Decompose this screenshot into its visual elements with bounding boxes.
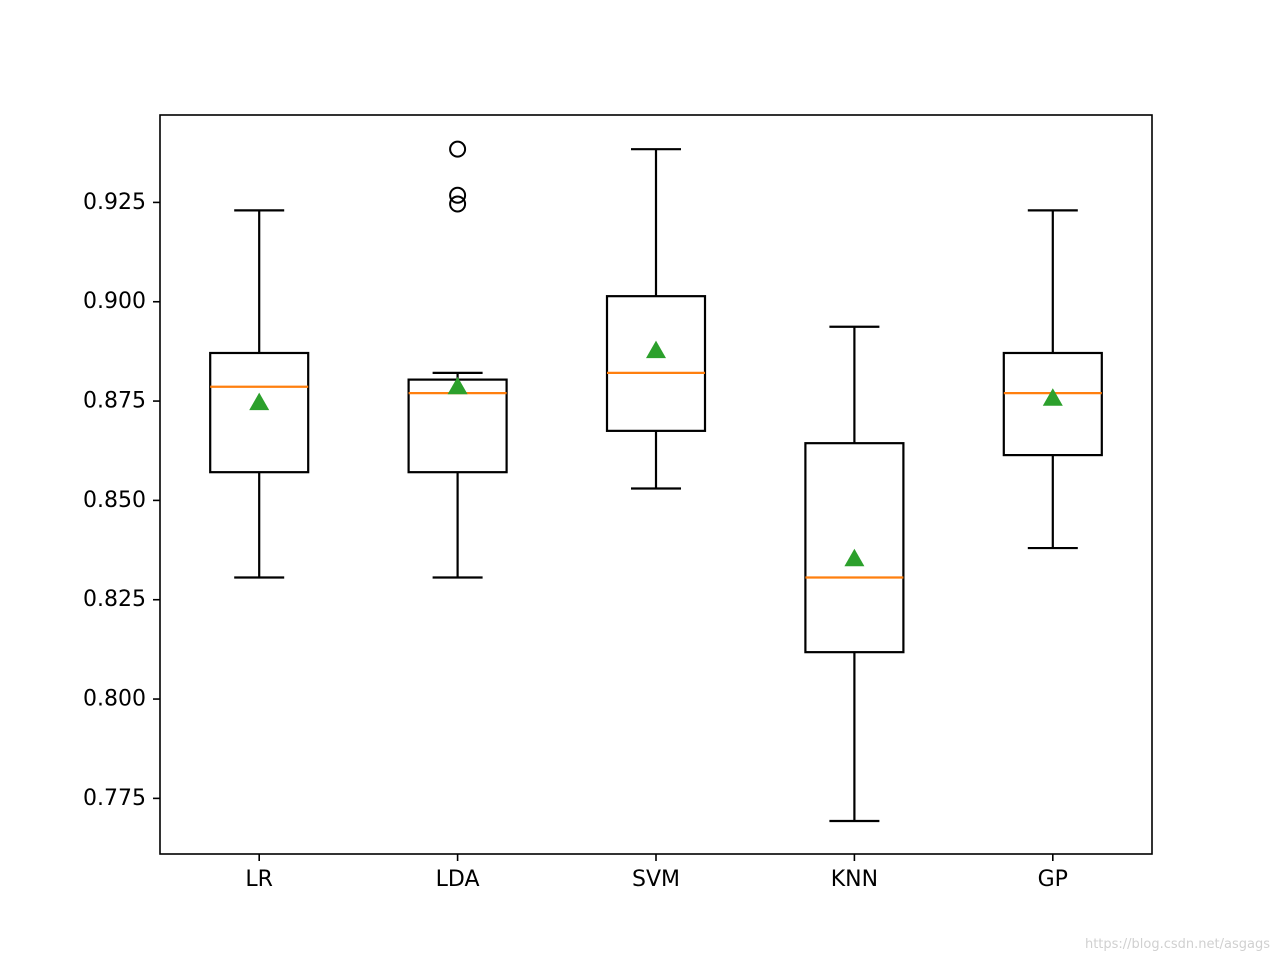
y-tick-label: 0.925 [83,190,146,215]
box-group-knn [804,325,905,823]
x-tick-label: GP [1038,867,1068,892]
x-tick-label: SVM [632,867,680,892]
x-tick-label: LR [245,867,273,892]
y-tick-label: 0.875 [83,389,146,414]
x-tick-label: KNN [831,867,878,892]
y-tick-label: 0.775 [83,786,146,811]
plot-frame [159,114,1153,855]
box-iqr [804,442,905,654]
watermark: https://blog.csdn.net/asgags [1084,937,1270,952]
mean-marker [1042,388,1063,406]
outlier-point [449,140,467,158]
mean-marker [844,548,865,567]
mean-marker [249,392,270,411]
box-iqr [1002,351,1103,457]
x-axis: LR LDA SVM KNN GP [245,854,1068,892]
box-iqr [605,295,707,432]
box-group-lda [407,140,508,579]
box-iqr [209,351,310,474]
y-tick-label: 0.800 [83,687,146,712]
box-group-lr [209,209,310,579]
box-group-svm [605,148,707,490]
y-tick-label: 0.850 [83,488,146,513]
x-tick-label: LDA [436,867,480,892]
mean-marker [646,340,666,359]
y-tick-label: 0.900 [83,289,146,314]
boxes-layer [209,140,1103,823]
y-axis: 0.775 0.800 0.825 0.850 0.875 0.900 0.925 [83,190,160,811]
box-group-gp [1002,209,1103,550]
outlier-point [449,186,467,204]
mean-marker [447,376,468,395]
y-tick-label: 0.825 [83,587,146,612]
outlier-point [449,195,467,213]
